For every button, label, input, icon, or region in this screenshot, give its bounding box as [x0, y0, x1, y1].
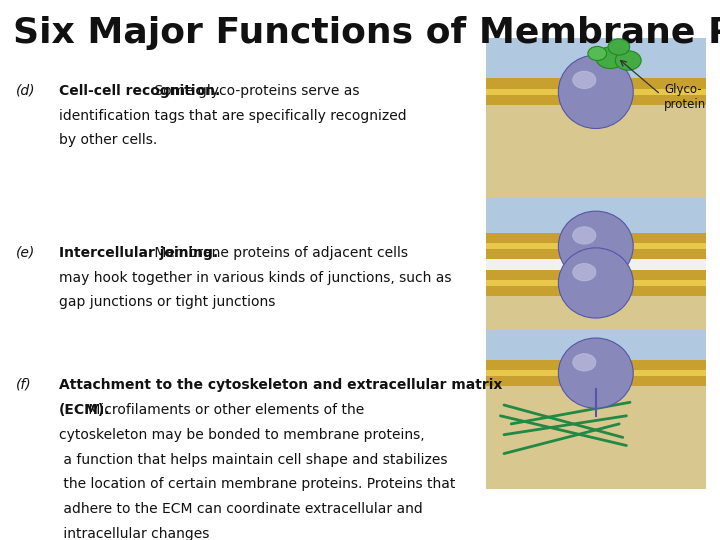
Ellipse shape — [558, 248, 634, 318]
Ellipse shape — [558, 211, 634, 281]
Text: Some glyco-proteins serve as: Some glyco-proteins serve as — [150, 84, 359, 98]
Bar — [486, 249, 706, 259]
Text: Microfilaments or other elements of the: Microfilaments or other elements of the — [84, 403, 364, 417]
Text: Cell-cell recognition.: Cell-cell recognition. — [59, 84, 220, 98]
Bar — [486, 376, 706, 386]
Text: (ECM).: (ECM). — [59, 403, 111, 417]
Text: Membrane proteins of adjacent cells: Membrane proteins of adjacent cells — [150, 246, 408, 260]
Ellipse shape — [573, 354, 596, 371]
Text: gap junctions or tight junctions: gap junctions or tight junctions — [59, 295, 276, 309]
Bar — [486, 78, 706, 89]
Text: Intercellular joining.: Intercellular joining. — [59, 246, 218, 260]
Ellipse shape — [558, 338, 634, 408]
Ellipse shape — [615, 51, 642, 70]
Ellipse shape — [588, 46, 606, 60]
Text: adhere to the ECM can coordinate extracellular and: adhere to the ECM can coordinate extrace… — [59, 502, 423, 516]
Bar — [486, 259, 706, 270]
Ellipse shape — [558, 55, 634, 129]
Text: Six Major Functions of Membrane Proteins: Six Major Functions of Membrane Proteins — [13, 16, 720, 50]
Bar — [486, 370, 706, 376]
Ellipse shape — [573, 71, 596, 89]
Bar — [486, 360, 706, 370]
Bar — [486, 243, 706, 249]
Bar — [486, 38, 706, 78]
Text: cytoskeleton may be bonded to membrane proteins,: cytoskeleton may be bonded to membrane p… — [59, 428, 425, 442]
Text: by other cells.: by other cells. — [59, 133, 157, 147]
Bar — [486, 286, 706, 296]
Bar — [486, 105, 706, 202]
Bar — [486, 280, 706, 286]
Bar — [486, 386, 706, 489]
Bar — [486, 270, 706, 280]
Text: may hook together in various kinds of junctions, such as: may hook together in various kinds of ju… — [59, 271, 451, 285]
Ellipse shape — [596, 47, 625, 69]
Bar — [486, 198, 706, 233]
Text: (d): (d) — [16, 84, 35, 98]
Text: the location of certain membrane proteins. Proteins that: the location of certain membrane protein… — [59, 477, 456, 491]
Text: identification tags that are specifically recognized: identification tags that are specificall… — [59, 109, 407, 123]
Text: (e): (e) — [16, 246, 35, 260]
Text: a function that helps maintain cell shape and stabilizes: a function that helps maintain cell shap… — [59, 453, 448, 467]
Bar — [486, 330, 706, 360]
Ellipse shape — [608, 39, 629, 55]
Bar — [486, 95, 706, 105]
Bar — [486, 296, 706, 338]
Text: (f): (f) — [16, 378, 32, 392]
Bar — [486, 233, 706, 243]
Text: intracellular changes: intracellular changes — [59, 527, 210, 540]
Ellipse shape — [573, 227, 596, 244]
Bar — [486, 89, 706, 95]
Text: Glyco-
protein: Glyco- protein — [665, 83, 706, 111]
Text: Attachment to the cytoskeleton and extracellular matrix: Attachment to the cytoskeleton and extra… — [59, 378, 503, 392]
Ellipse shape — [573, 264, 596, 281]
